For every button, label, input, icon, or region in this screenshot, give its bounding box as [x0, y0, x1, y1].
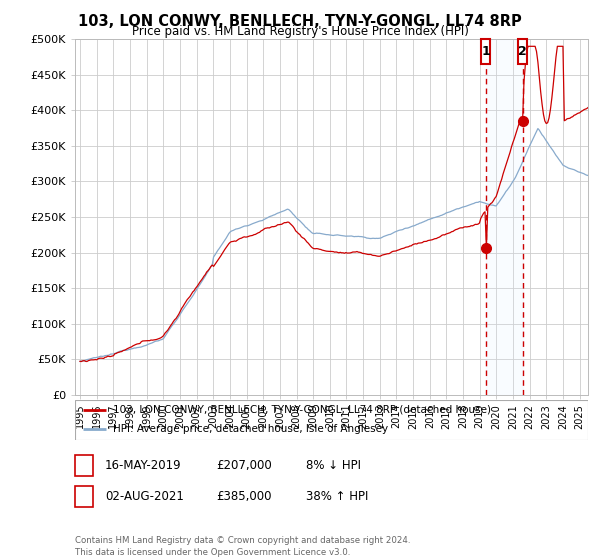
FancyBboxPatch shape: [518, 39, 527, 64]
Text: 38% ↑ HPI: 38% ↑ HPI: [306, 489, 368, 503]
Text: 8% ↓ HPI: 8% ↓ HPI: [306, 459, 361, 472]
Text: Price paid vs. HM Land Registry's House Price Index (HPI): Price paid vs. HM Land Registry's House …: [131, 25, 469, 38]
FancyBboxPatch shape: [481, 39, 490, 64]
Text: 2: 2: [80, 489, 88, 503]
Text: 103, LON CONWY, BENLLECH, TYN-Y-GONGL, LL74 8RP: 103, LON CONWY, BENLLECH, TYN-Y-GONGL, L…: [78, 14, 522, 29]
Text: 1: 1: [80, 459, 88, 472]
Text: £207,000: £207,000: [216, 459, 272, 472]
Text: £385,000: £385,000: [216, 489, 271, 503]
Text: 103, LON CONWY, BENLLECH, TYN-Y-GONGL, LL74 8RP (detached house): 103, LON CONWY, BENLLECH, TYN-Y-GONGL, L…: [113, 405, 491, 415]
Text: 16-MAY-2019: 16-MAY-2019: [105, 459, 182, 472]
Text: 2: 2: [518, 45, 527, 58]
Text: HPI: Average price, detached house, Isle of Anglesey: HPI: Average price, detached house, Isle…: [113, 424, 389, 435]
Bar: [486, 39, 523, 395]
Text: 1: 1: [482, 45, 490, 58]
Text: 02-AUG-2021: 02-AUG-2021: [105, 489, 184, 503]
Text: Contains HM Land Registry data © Crown copyright and database right 2024.
This d: Contains HM Land Registry data © Crown c…: [75, 536, 410, 557]
